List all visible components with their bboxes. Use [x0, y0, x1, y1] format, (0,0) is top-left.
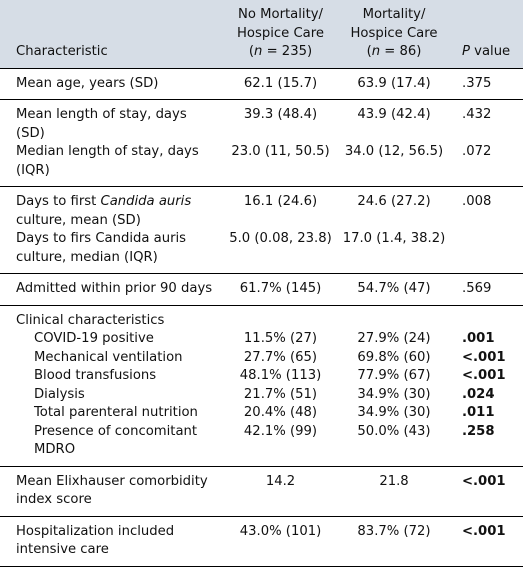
p-value: .011 — [462, 405, 495, 420]
mortality-value: 50.0% (43) — [357, 423, 431, 439]
p-value: .024 — [462, 386, 495, 402]
header-mortality-line1: Mortality/ — [362, 7, 426, 22]
header-no-mortality: No Mortality/ Hospice Care (n = 235) — [223, 0, 338, 68]
table-row: Median length of stay, days (IQR) 23.0 (… — [0, 143, 523, 187]
header-mortality-n-value: = 86) — [380, 44, 422, 59]
header-mortality: Mortality/ Hospice Care (n = 86) — [338, 0, 450, 68]
table-row: Clinical characteristics — [0, 304, 523, 330]
mortality-value: 77.9% (67) — [357, 368, 431, 383]
header-no-mortality-n-var: n — [254, 44, 263, 59]
mortality-value: 63.9 (17.4) — [338, 67, 450, 100]
no-mortality-value: 61.7% (145) — [223, 273, 338, 305]
table-row: Mean age, years (SD) 62.1 (15.7) 63.9 (1… — [0, 67, 523, 100]
mortality-value: 34.9% (30) — [357, 386, 431, 402]
header-no-mortality-n-value: = 235) — [262, 44, 313, 59]
no-mortality-value: 39.3 (48.4) — [223, 99, 338, 143]
no-mortality-value: 48.1% (113) — [239, 368, 322, 383]
row-label-post: culture, mean (SD) — [16, 212, 141, 228]
row-label-italic: Candida auris — [100, 194, 192, 209]
no-mortality-value: 20.4% (48) — [243, 405, 318, 420]
header-no-mortality-line2: Hospice Care — [237, 25, 324, 41]
header-no-mortality-n-open: ( — [248, 44, 255, 59]
header-mortality-n-open: ( — [366, 44, 372, 59]
table-header: Characteristic No Mortality/ Hospice Car… — [0, 0, 523, 68]
mortality-value: 21.8 — [338, 465, 450, 516]
row-label: Mechanical ventilation — [34, 349, 183, 365]
table-row: Days to first Candida auris culture, mea… — [0, 186, 523, 230]
row-label: Mean length of stay, days (SD) — [0, 99, 223, 143]
no-mortality-value: 43.0% (101) — [223, 515, 338, 566]
section-label: Clinical characteristics — [0, 304, 223, 330]
row-label: Dialysis — [34, 386, 85, 402]
p-value: <.001 — [462, 368, 506, 383]
mortality-value: 43.9 (42.4) — [338, 99, 450, 143]
table-row: COVID-19 positive 11.5% (27) 27.9% (24) … — [0, 330, 523, 349]
mortality-value: 34.9% (30) — [357, 405, 431, 420]
table-row: Hospitalization included intensive care … — [0, 515, 523, 566]
p-value: .432 — [450, 99, 523, 143]
table-row: Mean Elixhauser comorbidity index score … — [0, 465, 523, 516]
no-mortality-value: 23.0 (11, 50.5) — [231, 144, 330, 159]
mortality-value: 54.7% (47) — [338, 273, 450, 305]
row-label: Total parenteral nutrition — [34, 405, 198, 420]
row-label: Days to first Candida auris culture, mea… — [0, 186, 223, 230]
header-p-value: P value — [450, 0, 523, 68]
p-value: <.001 — [450, 515, 523, 566]
p-value: .072 — [462, 144, 492, 159]
row-label-pre: Days to first — [16, 194, 101, 209]
row-label: Mean age, years (SD) — [0, 67, 223, 100]
p-value — [450, 230, 523, 274]
no-mortality-value: 62.1 (15.7) — [223, 67, 338, 100]
mortality-value: 17.0 (1.4, 38.2) — [342, 231, 446, 246]
mortality-value: 24.6 (27.2) — [338, 186, 450, 230]
table-row: Days to firs Candida auris culture, medi… — [0, 230, 523, 274]
p-value: <.001 — [450, 465, 523, 516]
row-label: Days to firs Candida auris culture, medi… — [16, 231, 187, 265]
table-row: Dialysis 21.7% (51) 34.9% (30) .024 — [0, 386, 523, 405]
no-mortality-value: 5.0 (0.08, 23.8) — [229, 231, 332, 246]
table-row: Presence of concomitant MDRO 42.1% (99) … — [0, 423, 523, 467]
table-row: Blood transfusions 48.1% (113) 77.9% (67… — [0, 367, 523, 386]
no-mortality-value: 27.7% (65) — [243, 349, 318, 365]
header-mortality-n-var: n — [371, 44, 381, 59]
mortality-value: 34.0 (12, 56.5) — [344, 144, 444, 159]
no-mortality-value: 42.1% (99) — [243, 423, 318, 439]
no-mortality-value: 16.1 (24.6) — [223, 186, 338, 230]
header-p-letter: P — [462, 44, 470, 59]
mortality-value: 69.8% (60) — [357, 349, 431, 365]
header-no-mortality-line1: No Mortality/ — [238, 7, 323, 22]
row-label: Median length of stay, days (IQR) — [16, 144, 199, 178]
header-characteristic: Characteristic — [0, 0, 223, 68]
p-value: .001 — [462, 331, 495, 346]
no-mortality-value: 11.5% (27) — [243, 331, 318, 346]
row-label: COVID-19 positive — [34, 331, 154, 346]
table-row: Mean length of stay, days (SD) 39.3 (48.… — [0, 99, 523, 143]
no-mortality-value: 21.7% (51) — [243, 386, 318, 402]
p-value: .258 — [462, 423, 495, 439]
row-label: Blood transfusions — [34, 368, 157, 383]
row-label: Admitted within prior 90 days — [0, 273, 223, 305]
p-value: .569 — [450, 273, 523, 305]
table-row: Mechanical ventilation 27.7% (65) 69.8% … — [0, 349, 523, 368]
p-value: <.001 — [462, 349, 506, 365]
row-label: Presence of concomitant MDRO — [34, 423, 198, 458]
header-mortality-line2: Hospice Care — [350, 25, 438, 41]
p-value: .008 — [450, 186, 523, 230]
p-value: .375 — [450, 67, 523, 100]
table-row: Admitted within prior 90 days 61.7% (145… — [0, 273, 523, 305]
table-row: Total parenteral nutrition 20.4% (48) 34… — [0, 404, 523, 423]
row-label: Hospitalization included intensive care — [0, 515, 223, 566]
mortality-value: 83.7% (72) — [338, 515, 450, 566]
header-p-rest: value — [469, 44, 511, 59]
row-label: Mean Elixhauser comorbidity index score — [0, 465, 223, 516]
mortality-value: 27.9% (24) — [357, 331, 431, 346]
no-mortality-value: 14.2 — [223, 465, 338, 516]
